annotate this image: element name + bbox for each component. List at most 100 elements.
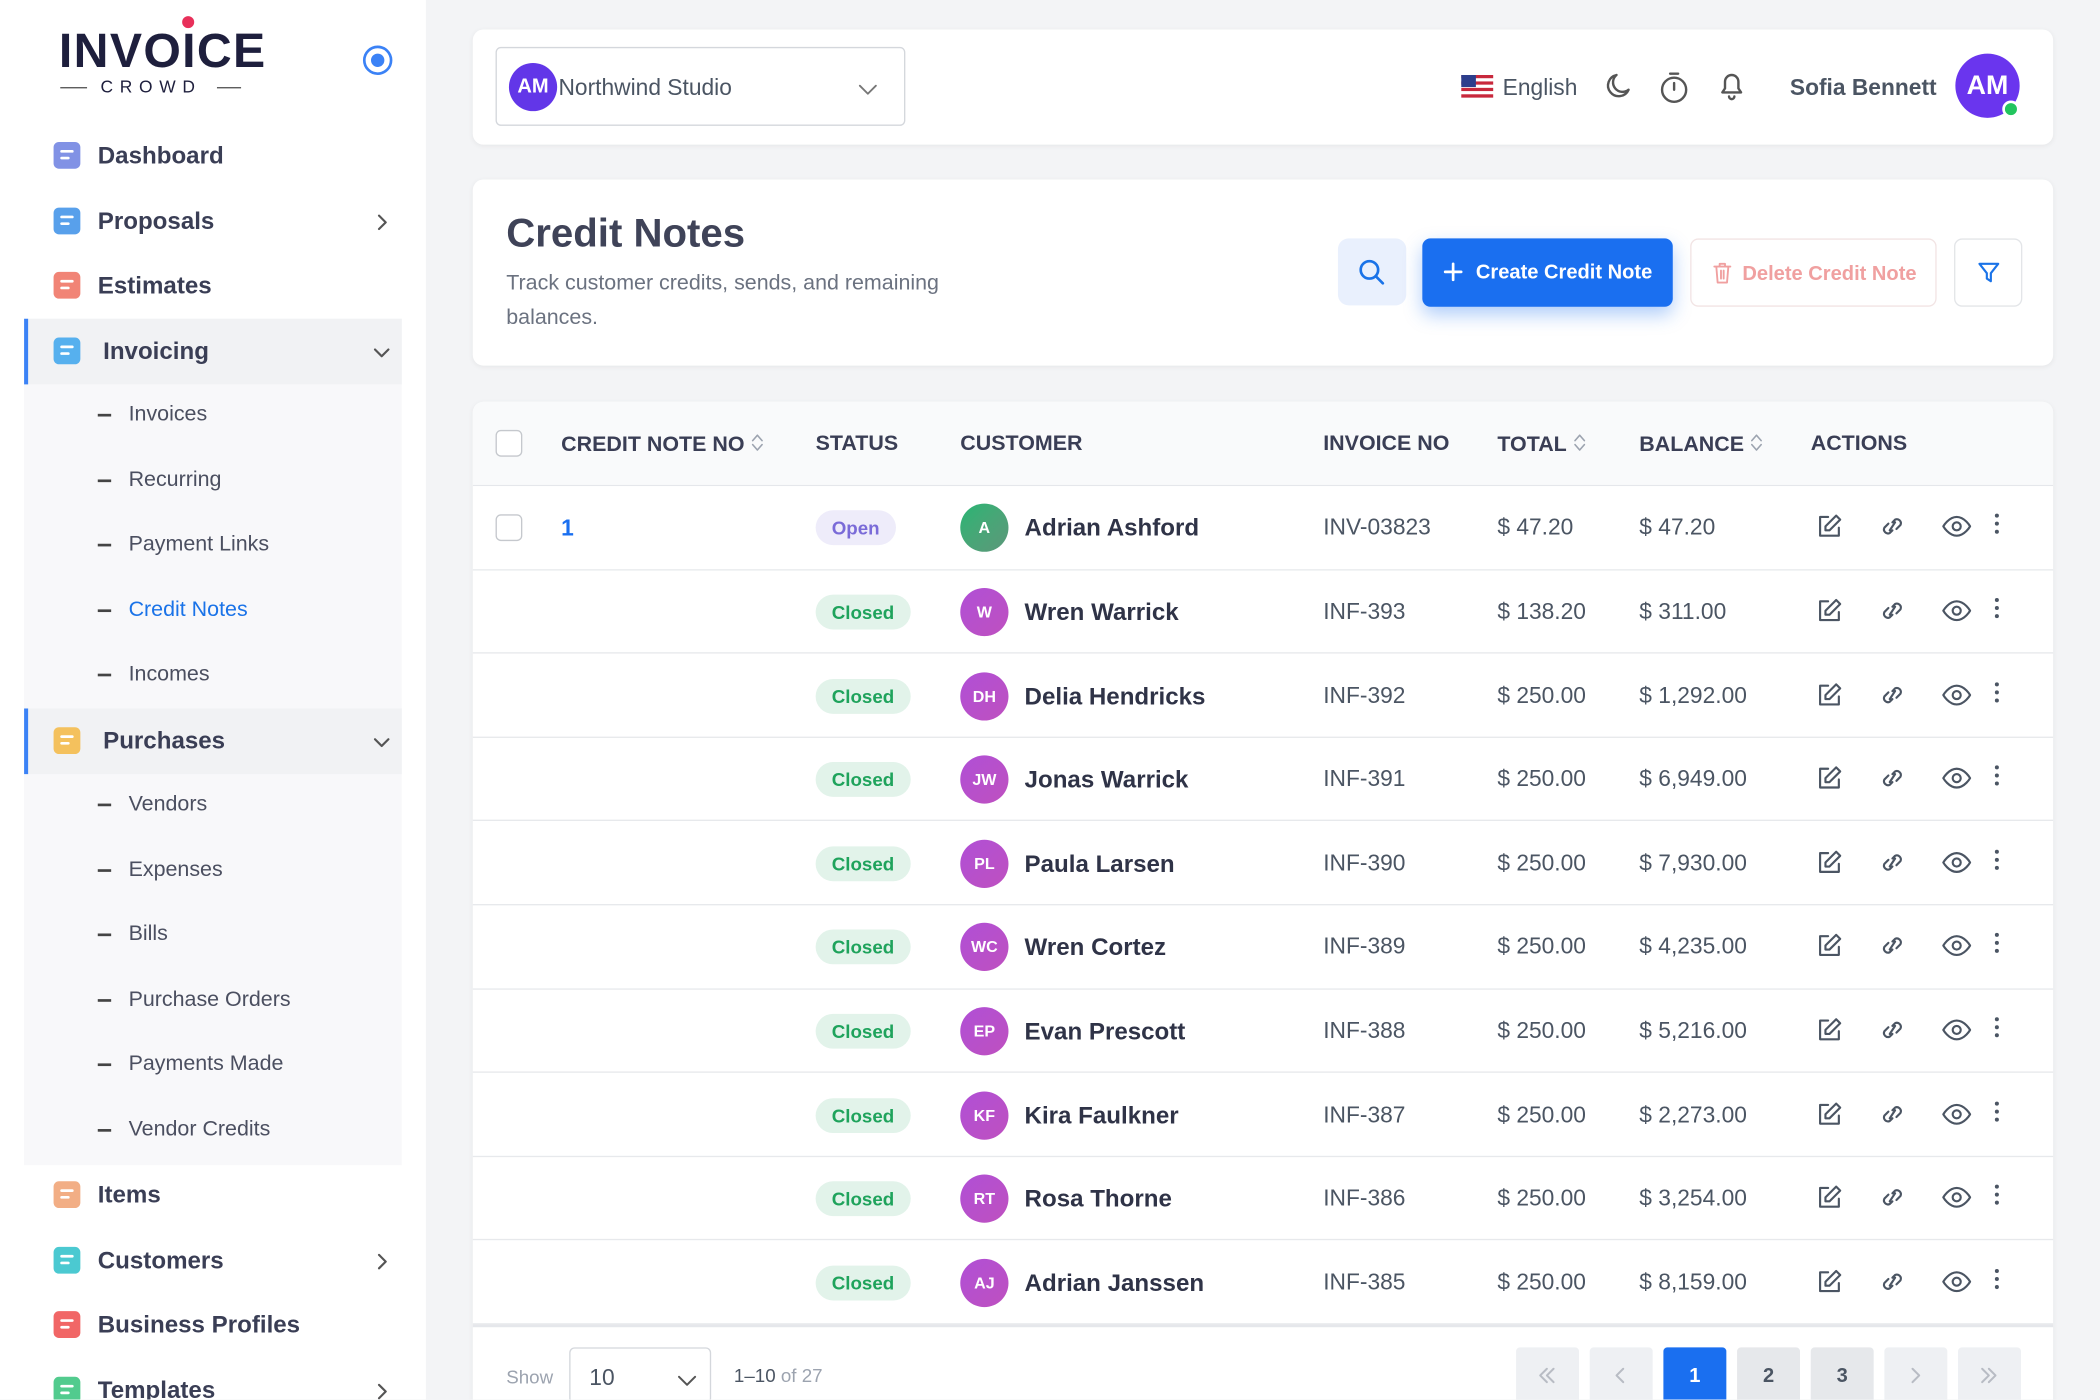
create-button[interactable]: Create Credit Note	[1422, 238, 1673, 307]
edit-action[interactable]	[1816, 681, 1843, 714]
notifications[interactable]	[1716, 68, 1748, 103]
search-button[interactable]	[1337, 238, 1407, 306]
invoice-no: INF-392	[1323, 682, 1406, 708]
nav-chevron[interactable]	[374, 1381, 390, 1399]
view-action[interactable]	[1942, 933, 1972, 966]
nav-subitem[interactable]: Purchase Orders	[128, 987, 291, 1011]
more-action[interactable]	[1993, 765, 2001, 793]
edit-action[interactable]	[1816, 765, 1843, 798]
nav-item[interactable]: Proposals	[97, 206, 215, 234]
nav-subitem[interactable]: Payments Made	[128, 1052, 284, 1076]
link-action[interactable]	[1878, 1184, 1907, 1217]
view-action[interactable]	[1942, 1100, 1972, 1133]
filter-button[interactable]	[1954, 238, 2023, 307]
edit-action[interactable]	[1816, 1268, 1843, 1301]
nav-chevron[interactable]	[373, 342, 390, 358]
more-action[interactable]	[1993, 1100, 2001, 1128]
link-action[interactable]	[1878, 765, 1907, 798]
last-page[interactable]	[1958, 1347, 2021, 1400]
prev-page[interactable]	[1589, 1347, 1653, 1400]
edit-action[interactable]	[1816, 1100, 1843, 1133]
link-action[interactable]	[1878, 933, 1907, 966]
link-action[interactable]	[1878, 681, 1907, 714]
nav-item[interactable]: Customers	[97, 1246, 224, 1273]
more-action[interactable]	[1993, 1268, 2001, 1296]
nav-subitem[interactable]: Credit Notes	[128, 597, 248, 621]
icon-part	[373, 737, 390, 747]
page-button[interactable]: 1	[1663, 1347, 1727, 1400]
column-header[interactable]: CREDIT NOTE NO	[561, 434, 763, 457]
nav-subitem[interactable]: Recurring	[128, 468, 222, 491]
column-header[interactable]: TOTAL	[1497, 434, 1585, 457]
more-action[interactable]	[1993, 681, 2001, 709]
more-action[interactable]	[1993, 1016, 2001, 1044]
first-page[interactable]	[1516, 1347, 1580, 1400]
edit-action[interactable]	[1816, 1016, 1843, 1049]
nav-item[interactable]: Estimates	[97, 271, 212, 299]
next-page[interactable]	[1884, 1347, 1948, 1400]
nav-item[interactable]: Items	[97, 1181, 161, 1209]
credit-note-number[interactable]: 1	[561, 516, 574, 542]
nav-item[interactable]: Templates	[97, 1376, 216, 1400]
edit-action[interactable]	[1816, 597, 1843, 630]
sort-icon[interactable]	[1573, 434, 1585, 457]
edit-action[interactable]	[1816, 1184, 1843, 1217]
nav-item[interactable]: Purchases	[103, 726, 226, 754]
icon-part	[1606, 73, 1630, 98]
edit-action[interactable]	[1816, 933, 1843, 966]
view-action[interactable]	[1942, 765, 1972, 798]
nav-subitem[interactable]: Incomes	[128, 662, 210, 686]
edit-action[interactable]	[1816, 849, 1843, 882]
nav-subitem[interactable]: Vendors	[128, 792, 208, 816]
link-action[interactable]	[1878, 1016, 1907, 1049]
view-action[interactable]	[1942, 513, 1972, 546]
collapse-toggle[interactable]	[362, 44, 394, 76]
more-action[interactable]	[1993, 1184, 2001, 1212]
sort-icon[interactable]	[751, 434, 763, 457]
nav-subitem[interactable]: Expenses	[128, 857, 223, 881]
link-action[interactable]	[1878, 597, 1907, 630]
view-action[interactable]	[1942, 681, 1972, 714]
more-action[interactable]	[1993, 513, 2001, 541]
theme-toggle[interactable]	[1603, 70, 1635, 102]
nav-subitem[interactable]: Invoices	[128, 403, 208, 426]
page-button[interactable]: 2	[1737, 1347, 1801, 1400]
checkbox[interactable]	[495, 429, 523, 457]
view-action[interactable]	[1942, 1016, 1972, 1049]
link-action[interactable]	[1878, 513, 1907, 546]
icon-part	[60, 1384, 74, 1387]
nav-chevron[interactable]	[374, 212, 390, 230]
link-action[interactable]	[1878, 1100, 1907, 1133]
nav-subitem[interactable]: Payment Links	[128, 533, 270, 556]
nav-item[interactable]: Dashboard	[97, 141, 224, 169]
nav-item[interactable]: Business Profiles	[97, 1311, 301, 1338]
link-action[interactable]	[1878, 1268, 1907, 1301]
page-button[interactable]: 3	[1810, 1347, 1874, 1400]
nav-item[interactable]: Invoicing	[103, 336, 209, 364]
nav-chevron[interactable]	[374, 1252, 390, 1269]
icon-part	[60, 156, 70, 160]
delete-button[interactable]: Delete Credit Note	[1690, 238, 1937, 307]
view-action[interactable]	[1942, 597, 1972, 630]
nav-chevron[interactable]	[373, 732, 390, 748]
icon-part	[370, 53, 385, 67]
nav-subitem[interactable]: Vendor Credits	[128, 1117, 271, 1141]
column-header[interactable]: BALANCE	[1639, 434, 1763, 457]
view-action[interactable]	[1942, 1184, 1972, 1217]
nav-subitem[interactable]: Bills	[128, 922, 168, 946]
org-selector[interactable]: AM Northwind Studio	[495, 46, 906, 126]
timer-icon[interactable]	[1658, 70, 1690, 105]
checkbox[interactable]	[495, 514, 523, 542]
link-action[interactable]	[1878, 849, 1907, 882]
more-action[interactable]	[1993, 597, 2001, 625]
sort-icon[interactable]	[1751, 434, 1763, 457]
page-size-select[interactable]: 10	[569, 1347, 712, 1400]
more-action[interactable]	[1993, 933, 2001, 961]
language[interactable]: English	[1502, 75, 1578, 101]
user-name[interactable]: Sofia Bennett	[1789, 75, 1937, 101]
view-action[interactable]	[1942, 1268, 1972, 1301]
more-action[interactable]	[1993, 849, 2001, 877]
edit-action[interactable]	[1816, 513, 1843, 546]
view-action[interactable]	[1942, 849, 1972, 882]
icon-part	[53, 1181, 81, 1209]
